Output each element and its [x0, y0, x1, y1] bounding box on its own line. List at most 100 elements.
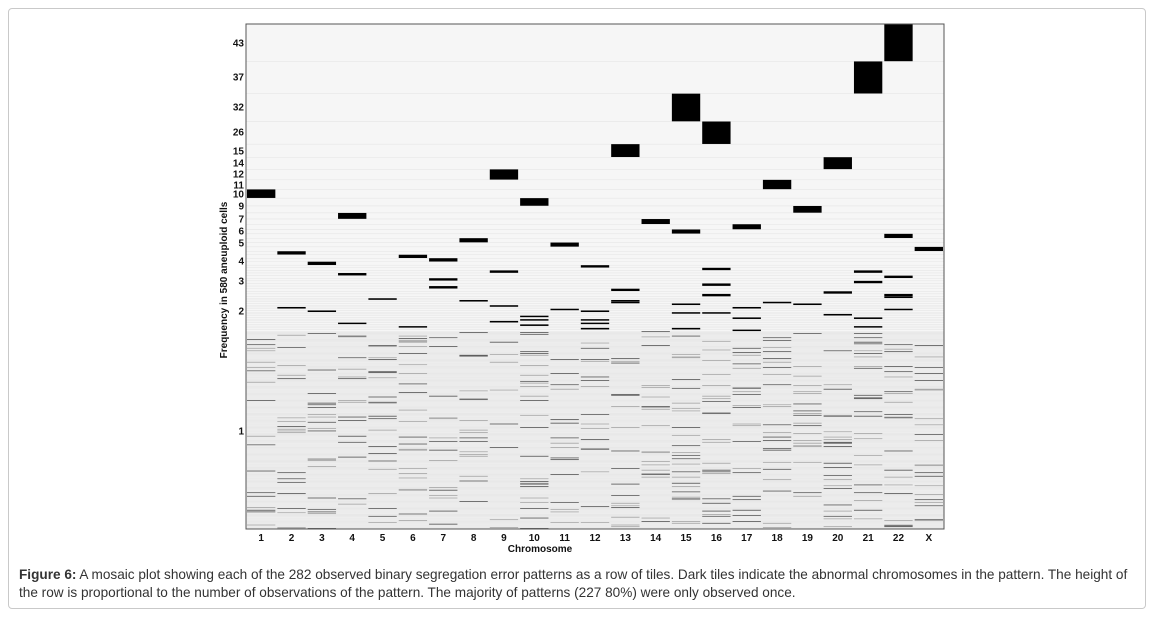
pattern-tile: [398, 335, 428, 337]
pattern-tile: [550, 359, 579, 361]
x-tick-label: 5: [380, 533, 386, 544]
pattern-tile: [247, 509, 276, 511]
pattern-tile: [580, 448, 610, 450]
pattern-row-background: [245, 23, 945, 62]
pattern-tile: [671, 353, 701, 356]
pattern-tile: [247, 511, 276, 513]
pattern-tile: [671, 482, 701, 484]
pattern-tile: [307, 508, 337, 511]
pattern-tile: [520, 374, 549, 376]
pattern-tile: [914, 434, 943, 436]
pattern-tile: [277, 428, 306, 430]
pattern-tile: [429, 437, 458, 439]
pattern-tile: [489, 353, 519, 356]
pattern-tile: [611, 450, 640, 452]
pattern-tile: [398, 436, 428, 438]
pattern-tile: [671, 486, 701, 488]
pattern-tile: [459, 441, 488, 443]
pattern-tile: [853, 341, 883, 343]
pattern-tile: [671, 522, 701, 525]
pattern-tile: [853, 317, 883, 320]
pattern-tile: [489, 270, 519, 274]
pattern-tile: [307, 402, 337, 404]
pattern-tile: [762, 179, 792, 190]
pattern-tile: [459, 437, 488, 439]
pattern-tile: [580, 342, 610, 344]
pattern-tile: [914, 367, 943, 369]
pattern-tile: [671, 335, 701, 337]
x-tick-label: 18: [772, 533, 784, 544]
pattern-tile: [762, 404, 792, 406]
pattern-row: [245, 301, 945, 304]
pattern-tile: [307, 511, 337, 513]
pattern-tile: [853, 333, 883, 335]
pattern-tile: [671, 410, 701, 412]
pattern-tile: [853, 411, 883, 413]
pattern-tile: [823, 431, 852, 433]
pattern-tile: [550, 388, 579, 390]
pattern-tile: [338, 212, 367, 220]
pattern-tile: [338, 441, 367, 444]
pattern-tile: [853, 500, 883, 502]
pattern-tile: [368, 522, 397, 524]
pattern-tile: [702, 412, 731, 414]
pattern-tile: [793, 446, 822, 448]
pattern-tile: [884, 293, 913, 297]
pattern-tile: [762, 351, 792, 353]
y-tick-label: 2: [238, 307, 244, 318]
pattern-tile: [429, 487, 458, 489]
pattern-row-background: [245, 280, 945, 284]
pattern-tile: [853, 350, 883, 352]
pattern-tile: [429, 495, 458, 497]
pattern-tile: [247, 507, 276, 509]
pattern-tile: [338, 368, 367, 370]
pattern-row-background: [245, 275, 945, 279]
pattern-tile: [823, 350, 852, 352]
pattern-tile: [702, 502, 731, 504]
pattern-tile: [914, 388, 943, 390]
pattern-tile: [641, 469, 670, 471]
pattern-tile: [611, 300, 640, 302]
pattern-tile: [884, 348, 913, 350]
pattern-tile: [702, 515, 731, 518]
x-tick-label: 10: [529, 533, 541, 544]
y-tick-label: 7: [238, 215, 244, 226]
pattern-tile: [277, 417, 306, 419]
pattern-tile: [732, 425, 761, 427]
pattern-tile: [520, 365, 549, 367]
pattern-tile: [914, 485, 943, 487]
pattern-rows: [245, 23, 945, 530]
pattern-tile: [459, 332, 488, 334]
pattern-tile: [823, 442, 852, 444]
pattern-row: [245, 233, 945, 239]
pattern-tile: [368, 346, 397, 348]
pattern-tile: [368, 401, 397, 403]
pattern-tile: [884, 476, 913, 478]
pattern-row-background: [245, 301, 945, 304]
pattern-tile: [277, 347, 306, 349]
pattern-row-background: [245, 224, 945, 230]
pattern-row-background: [245, 320, 945, 323]
pattern-tile: [914, 499, 943, 501]
pattern-tile: [398, 468, 428, 470]
pattern-tile: [914, 424, 943, 426]
pattern-tile: [429, 278, 458, 281]
pattern-tile: [398, 392, 428, 394]
pattern-tile: [580, 322, 610, 325]
pattern-tile: [732, 423, 761, 425]
pattern-row-background: [245, 296, 945, 299]
pattern-row: [245, 327, 945, 330]
pattern-row: [245, 179, 945, 190]
pattern-tile: [398, 373, 428, 375]
pattern-tile: [671, 496, 701, 498]
pattern-row: [245, 283, 945, 287]
pattern-tile: [884, 414, 913, 416]
pattern-tile: [459, 454, 488, 456]
pattern-tile: [793, 391, 822, 393]
pattern-tile: [884, 520, 913, 522]
pattern-tile: [580, 428, 610, 430]
pattern-tile: [459, 451, 488, 453]
pattern-tile: [641, 406, 670, 408]
pattern-tile: [762, 358, 792, 360]
pattern-tile: [398, 326, 428, 328]
